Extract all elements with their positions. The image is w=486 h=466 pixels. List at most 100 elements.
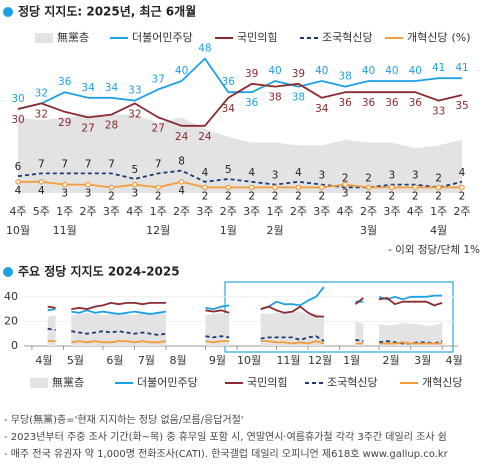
marker <box>178 179 185 185</box>
legend-unit: (%) <box>451 31 470 44</box>
data-label: 4 <box>15 185 22 197</box>
title-dot <box>3 267 13 277</box>
data-label: 7 <box>38 158 45 170</box>
data-label: 48 <box>198 43 211 55</box>
legend-label: 개혁신당 <box>422 376 462 389</box>
data-label: 8 <box>178 156 185 168</box>
data-label: 36 <box>362 97 376 109</box>
data-label: 38 <box>292 92 305 104</box>
legend-label: 더불어민주당 <box>132 31 193 44</box>
x-tick-label: 9월 <box>209 354 226 367</box>
data-label: 2 <box>365 172 372 184</box>
data-label: 36 <box>222 76 236 88</box>
data-label: 5 <box>131 164 138 176</box>
y-tick-label: 40 <box>4 290 18 303</box>
footnote: - 무당(無黨)층='현재 지지하는 정당 없음/모름/응답거절' <box>4 413 244 426</box>
data-label: 40 <box>409 65 422 77</box>
marker <box>248 184 255 191</box>
marker <box>459 184 465 191</box>
x-tick-label: 1주 <box>56 205 73 218</box>
data-label: 32 <box>128 108 141 120</box>
x-tick-label: 1주 <box>266 205 283 218</box>
month-label: 2월 <box>266 224 283 237</box>
data-label: 2 <box>108 190 115 202</box>
area <box>47 315 56 346</box>
data-label: 3 <box>272 170 279 182</box>
line <box>378 294 443 301</box>
legend-label: 無黨층 <box>52 375 84 389</box>
data-label: 7 <box>61 158 68 170</box>
line <box>71 302 166 310</box>
data-label: 2 <box>295 190 302 202</box>
legend-label: 더불어민주당 <box>137 376 198 389</box>
note: - 이외 정당/단체 1% <box>388 244 480 256</box>
data-label: 2 <box>412 190 419 202</box>
x-tick-label: 5월 <box>67 354 84 367</box>
data-label: 30 <box>11 93 24 105</box>
data-label: 3 <box>61 188 68 200</box>
x-tick-label: 7월 <box>138 354 155 367</box>
data-label: 40 <box>268 65 281 77</box>
marker <box>342 181 348 188</box>
data-label: 2 <box>342 172 349 184</box>
x-tick-label: 1월 <box>343 354 360 367</box>
line <box>205 340 230 344</box>
x-tick-label: 8월 <box>169 354 186 367</box>
x-tick-label: 10월 <box>237 354 261 367</box>
line <box>260 340 325 345</box>
data-label: 2 <box>435 172 442 184</box>
data-label: 3 <box>342 188 349 200</box>
data-label: 32 <box>35 108 48 120</box>
data-label: 34 <box>315 103 329 115</box>
x-tick-label: 2주 <box>453 205 470 218</box>
line <box>17 82 463 127</box>
x-tick-label: 5주 <box>33 205 50 218</box>
month-label: 12월 <box>146 224 170 237</box>
data-label: 35 <box>455 100 468 112</box>
data-label: 7 <box>155 158 162 170</box>
marker <box>155 184 162 191</box>
data-label: 24 <box>175 131 189 143</box>
x-tick-label: 12월 <box>308 354 332 367</box>
marker <box>318 184 325 191</box>
data-label: 41 <box>455 62 468 74</box>
data-label: 3 <box>412 170 419 182</box>
x-tick-label: 4주 <box>337 205 354 218</box>
line <box>71 330 167 336</box>
data-label: 40 <box>175 65 188 77</box>
data-label: 39 <box>292 68 305 80</box>
data-label: 24 <box>198 131 212 143</box>
data-label: 4 <box>202 167 209 179</box>
y-tick-label: 20 <box>4 314 18 327</box>
x-tick-label: 4주 <box>407 205 424 218</box>
data-label: 4 <box>38 185 45 197</box>
data-label: 30 <box>11 114 24 126</box>
line <box>354 297 364 305</box>
line <box>260 286 325 310</box>
x-tick-label: 4월 <box>446 354 463 367</box>
marker <box>365 184 372 191</box>
footnote: - 2023년부터 주중 조사 기간(화~목) 중 휴무일 포함 시, 연말연시… <box>4 431 447 443</box>
data-label: 33 <box>432 106 445 118</box>
x-tick-label: 3주 <box>196 205 213 218</box>
data-label: 39 <box>245 68 258 80</box>
month-label: 11월 <box>53 224 77 237</box>
legend-label: 국민의힘 <box>247 376 287 389</box>
data-label: 7 <box>108 158 115 170</box>
x-tick-label: 11월 <box>276 354 300 367</box>
marker <box>132 181 138 188</box>
line <box>47 327 56 331</box>
data-label: 38 <box>268 92 281 104</box>
data-label: 4 <box>248 167 255 179</box>
data-label: 32 <box>35 87 48 99</box>
legend-label: 無黨층 <box>57 30 89 44</box>
x-tick-label: 2주 <box>220 205 237 218</box>
area <box>355 321 364 346</box>
data-label: 4 <box>459 167 466 179</box>
marker <box>108 184 115 191</box>
x-tick-label: 2월 <box>383 354 400 367</box>
line <box>71 309 167 315</box>
data-label: 2 <box>248 190 255 202</box>
x-tick-label: 1주 <box>430 205 447 218</box>
marker <box>85 181 91 188</box>
